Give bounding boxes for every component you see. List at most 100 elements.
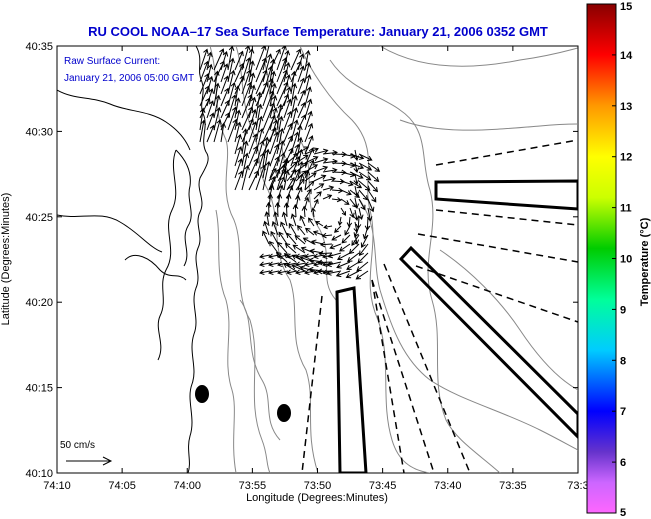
vector-arrow <box>345 270 360 279</box>
vector-arrow <box>299 265 315 272</box>
vector-arrow <box>313 261 325 268</box>
vector-arrow <box>290 70 297 95</box>
vector-arrow <box>295 261 307 268</box>
vector-arrow <box>213 82 221 107</box>
vector-arrow <box>294 234 306 245</box>
vector-arrow <box>199 107 206 131</box>
vector-arrow <box>199 119 207 143</box>
scale-arrow <box>66 456 113 466</box>
y-axis-ticks: 40:35 40:30 40:25 40:20 40:15 40:10 <box>25 41 578 480</box>
vector-arrow <box>297 225 306 236</box>
vector-arrow <box>220 63 229 83</box>
vector-arrow <box>269 94 278 119</box>
y-axis-label: Latitude (Degrees:Minutes) <box>0 193 12 326</box>
vector-arrow <box>336 261 351 269</box>
vector-arrow <box>199 48 209 71</box>
x-tick-label: 74:00 <box>173 480 201 492</box>
vector-arrow <box>248 96 257 119</box>
vector-arrow <box>351 234 360 246</box>
vector-arrow <box>234 158 243 179</box>
vector-arrow <box>292 203 299 218</box>
vector-arrow <box>259 253 271 260</box>
vector-arrow <box>227 81 237 107</box>
vector-arrow <box>255 103 263 131</box>
radar-sectors <box>335 179 578 473</box>
vector-arrow <box>357 252 369 264</box>
vector-arrow <box>295 269 307 276</box>
vector-arrow <box>255 115 264 143</box>
vector-arrow <box>360 234 369 249</box>
vector-arrow <box>290 213 297 227</box>
vector-arrow <box>358 162 373 171</box>
colorbar-tick-label: 9 <box>620 304 626 316</box>
colorbar-ticks: 15 14 13 12 11 10 9 8 7 6 5 <box>612 1 633 519</box>
vector-arrow <box>336 252 351 261</box>
vector-arrow <box>286 153 299 164</box>
vector-arrow <box>286 269 298 276</box>
vector-arrow <box>273 211 279 227</box>
vector-arrow <box>313 157 329 164</box>
vector-arrow <box>267 193 273 209</box>
vector-arrow <box>304 61 312 83</box>
vector-arrow <box>297 160 304 179</box>
vector-arrow <box>304 155 319 164</box>
y-tick-label: 40:20 <box>25 297 53 309</box>
vector-arrow <box>297 136 304 155</box>
vector-arrow <box>248 60 255 83</box>
vector-arrow <box>295 253 307 260</box>
vector-arrow <box>299 255 315 263</box>
vector-arrow <box>269 58 276 83</box>
vector-arrow <box>358 171 372 181</box>
colorbar-tick-label: 8 <box>620 355 626 367</box>
vector-arrow <box>310 207 316 218</box>
vector-arrow <box>206 63 214 83</box>
vector-arrow <box>234 97 241 119</box>
vector-arrow <box>331 197 342 203</box>
vector-arrow <box>269 156 280 179</box>
vector-arrow <box>276 140 285 167</box>
colorbar-tick-label: 15 <box>620 1 632 13</box>
vector-arrow <box>262 136 270 167</box>
vector-arrow <box>322 194 333 200</box>
vector-arrow <box>295 154 309 164</box>
vector-arrow <box>286 169 297 182</box>
vector-arrow <box>262 53 273 83</box>
vector-arrow <box>346 261 360 270</box>
vector-arrow <box>353 233 360 245</box>
colorbar-tick-label: 5 <box>620 507 626 519</box>
map-title: RU COOL NOAA–17 Sea Surface Temperature:… <box>88 24 548 39</box>
vector-arrow <box>353 209 360 221</box>
vector-arrow <box>234 50 244 71</box>
buoy-marker <box>277 404 291 422</box>
vector-arrow <box>290 82 298 107</box>
annotation-line-2: January 21, 2006 05:00 GMT <box>64 73 194 84</box>
vector-arrow <box>304 196 310 209</box>
vector-arrow <box>304 49 311 71</box>
vector-arrow <box>322 253 334 260</box>
vector-arrow <box>277 269 289 276</box>
vector-arrow <box>340 180 354 187</box>
vector-arrow <box>304 261 316 268</box>
dashed-sector-lines <box>301 139 578 473</box>
vector-arrow <box>297 77 306 95</box>
vector-arrow <box>241 81 253 107</box>
vector-arrow <box>269 240 279 254</box>
colorbar-tick-label: 6 <box>620 457 626 469</box>
scale-label: 50 cm/s <box>60 440 95 451</box>
vector-arrow <box>276 57 288 83</box>
vector-arrow <box>255 46 267 71</box>
vector-arrow <box>308 266 324 273</box>
vector-arrow <box>348 243 360 255</box>
vector-arrow <box>331 234 342 241</box>
bathymetry-contours <box>209 46 578 473</box>
vector-arrow <box>276 115 284 143</box>
vector-arrow <box>308 257 324 264</box>
vector-arrow <box>283 86 292 107</box>
vector-arrow <box>304 269 316 276</box>
x-tick-label: 73:3 <box>567 480 588 492</box>
annotation-line-1: Raw Surface Current: <box>64 56 160 67</box>
vector-arrow <box>304 227 315 236</box>
vector-arrow <box>276 46 287 71</box>
vector-arrow <box>299 215 306 227</box>
vector-arrow <box>321 232 333 239</box>
